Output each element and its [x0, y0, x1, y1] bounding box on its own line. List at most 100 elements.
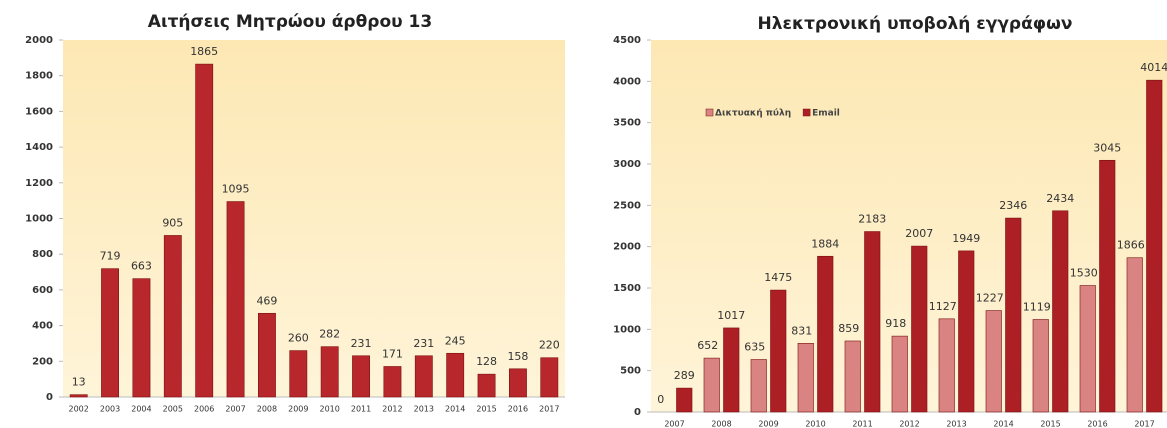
x-tick-label: 2002 — [69, 405, 89, 414]
legend-swatch — [802, 108, 811, 117]
x-tick-label: 2014 — [993, 420, 1013, 428]
x-tick-label: 2016 — [1087, 420, 1107, 428]
x-tick-label: 2017 — [1134, 420, 1154, 428]
bar — [750, 359, 767, 413]
chart-title: Ηλεκτρονική υποβολή εγγράφων — [758, 14, 1073, 34]
data-label: 128 — [476, 355, 497, 368]
x-tick-label: 2011 — [351, 405, 371, 414]
chart-title: Αιτήσεις Μητρώου άρθρου 13 — [148, 12, 432, 32]
data-label: 2434 — [1046, 192, 1074, 205]
x-tick-label: 2010 — [805, 420, 825, 428]
data-label: 158 — [507, 350, 528, 363]
y-tick-label: 200 — [32, 356, 53, 367]
data-label: 13 — [72, 376, 86, 389]
bar — [817, 255, 834, 413]
bar — [985, 310, 1002, 413]
data-label: 171 — [382, 347, 403, 360]
y-tick-label: 1000 — [613, 324, 641, 335]
data-label: 905 — [162, 216, 183, 229]
data-label: 859 — [838, 322, 859, 335]
legend-label: Δικτυακή πύλη — [715, 109, 791, 119]
x-tick-label: 2014 — [445, 405, 465, 414]
data-label: 1095 — [222, 183, 250, 196]
x-tick-label: 2008 — [257, 405, 277, 414]
bar — [911, 245, 928, 413]
x-tick-label: 2011 — [852, 420, 872, 428]
bar — [289, 350, 308, 398]
y-tick-label: 4500 — [613, 35, 641, 46]
y-tick-label: 1400 — [25, 142, 53, 153]
y-tick-label: 500 — [620, 366, 641, 377]
data-label: 1949 — [952, 232, 980, 245]
bar — [446, 352, 465, 398]
x-tick-label: 2012 — [382, 405, 402, 414]
x-tick-label: 2005 — [163, 405, 183, 414]
data-label: 289 — [674, 369, 695, 382]
bar — [891, 335, 908, 413]
data-label: 635 — [744, 341, 765, 354]
data-label: 3045 — [1093, 141, 1121, 154]
y-tick-label: 4000 — [613, 76, 641, 87]
x-tick-label: 2006 — [194, 405, 214, 414]
x-tick-label: 2003 — [100, 405, 120, 414]
data-label: 1227 — [976, 292, 1004, 305]
x-tick-label: 2009 — [288, 405, 308, 414]
data-label: 220 — [539, 339, 560, 352]
y-tick-label: 1600 — [25, 106, 53, 117]
data-label: 0 — [657, 393, 664, 406]
data-label: 1475 — [764, 271, 792, 284]
data-label: 663 — [131, 260, 152, 273]
x-tick-label: 2007 — [664, 420, 684, 428]
bar — [101, 268, 119, 398]
y-tick-label: 2500 — [613, 200, 641, 211]
bar — [383, 366, 402, 398]
data-label: 1119 — [1023, 300, 1051, 313]
x-tick-label: 2013 — [946, 420, 966, 428]
bar — [723, 327, 740, 413]
bar — [163, 235, 182, 398]
y-tick-label: 0 — [634, 407, 641, 418]
bar — [1005, 217, 1022, 413]
data-label: 719 — [100, 250, 121, 263]
data-label: 1866 — [1117, 239, 1145, 252]
data-label: 469 — [256, 294, 277, 307]
data-label: 231 — [413, 337, 434, 350]
x-tick-label: 2013 — [414, 405, 434, 414]
bar — [938, 318, 955, 413]
x-tick-label: 2004 — [131, 405, 151, 414]
bar — [958, 250, 975, 413]
data-label: 282 — [319, 328, 340, 341]
y-tick-label: 1200 — [25, 178, 53, 189]
bar — [770, 289, 787, 413]
y-tick-label: 1000 — [25, 214, 53, 225]
bar — [477, 373, 496, 398]
y-tick-label: 400 — [32, 321, 53, 332]
y-tick-label: 2000 — [25, 35, 53, 46]
data-label: 1884 — [811, 237, 839, 250]
data-label: 2346 — [999, 199, 1027, 212]
bar — [414, 355, 433, 398]
bar — [1146, 79, 1163, 413]
data-label: 1127 — [929, 300, 957, 313]
data-label: 245 — [445, 334, 466, 347]
y-tick-label: 3500 — [613, 118, 641, 129]
y-tick-label: 800 — [32, 249, 53, 260]
y-tick-label: 600 — [32, 285, 53, 296]
y-tick-label: 3000 — [613, 159, 641, 170]
bar — [509, 368, 527, 398]
data-label: 1017 — [717, 309, 745, 322]
bar — [132, 278, 151, 398]
x-tick-label: 2016 — [508, 405, 528, 414]
bar — [320, 346, 339, 398]
bar — [797, 343, 814, 413]
bar — [69, 394, 88, 398]
x-tick-label: 2007 — [225, 405, 245, 414]
data-label: 1530 — [1070, 267, 1098, 280]
x-tick-label: 2015 — [1040, 420, 1060, 428]
x-tick-label: 2010 — [320, 405, 340, 414]
bar — [676, 387, 693, 413]
x-tick-label: 2012 — [899, 420, 919, 428]
data-label: 2183 — [858, 213, 886, 226]
legend-swatch — [705, 108, 714, 117]
